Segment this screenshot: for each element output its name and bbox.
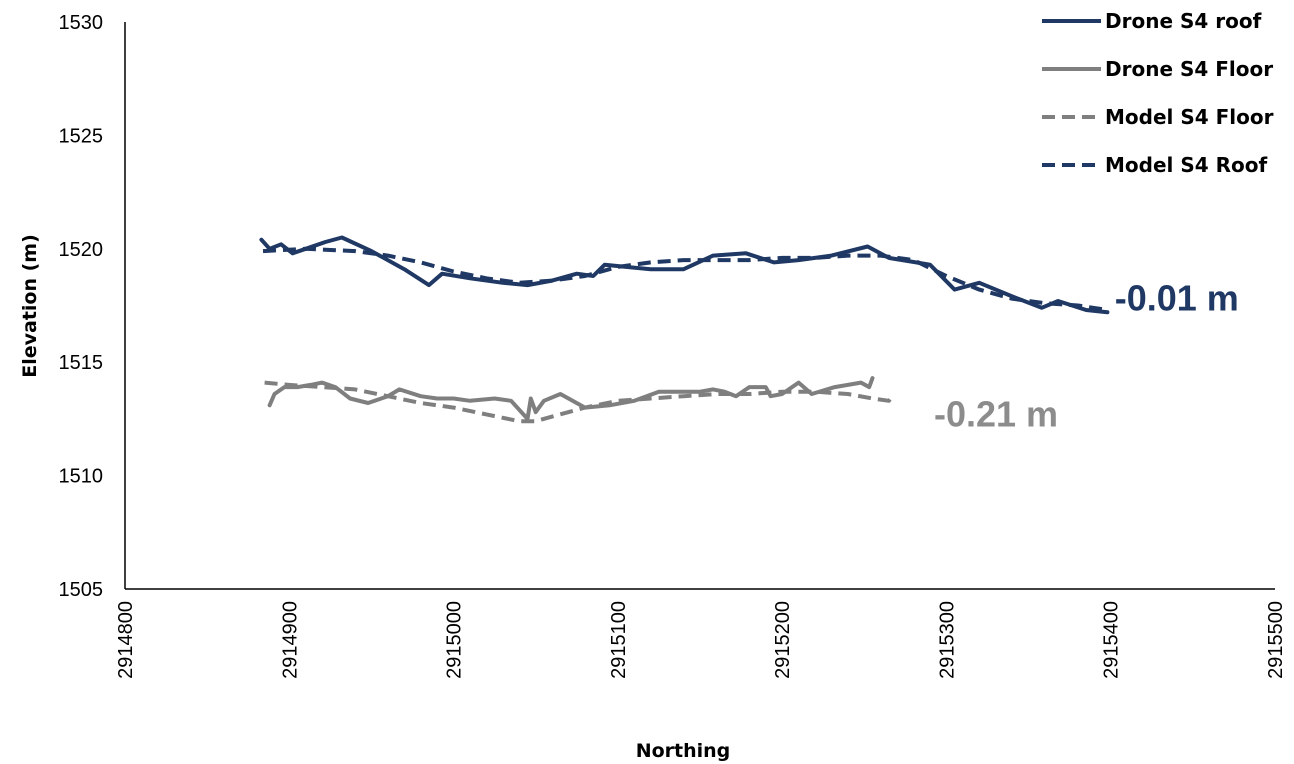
x-tick-label: 2915200 — [772, 601, 794, 679]
x-tick-label: 2915400 — [1101, 601, 1123, 679]
x-tick-label: 2915100 — [608, 601, 630, 679]
legend-label: Model S4 Floor — [1105, 105, 1274, 129]
y-tick-label: 1510 — [59, 466, 104, 488]
x-tick-label: 2914900 — [279, 601, 301, 679]
annotations: -0.01 m -0.21 m — [934, 278, 1239, 435]
y-tick-labels: 1505 1510 1515 1520 1525 1530 — [59, 12, 104, 601]
legend-label: Drone S4 roof — [1105, 9, 1262, 33]
plot-lines — [259, 235, 1110, 424]
x-axis-title: Northing — [636, 740, 731, 762]
x-tick-label: 2915500 — [1265, 601, 1287, 679]
annotation-label: -0.21 m — [934, 393, 1058, 434]
series-line-drone-s4-roof — [259, 235, 1110, 315]
x-tick-label: 2914800 — [115, 601, 137, 679]
legend-label: Model S4 Roof — [1105, 153, 1268, 177]
series-line-model-s4-roof — [262, 246, 1108, 312]
x-tick-label: 2915300 — [936, 601, 958, 679]
y-tick-label: 1520 — [59, 239, 104, 261]
x-tick-label: 2915000 — [444, 601, 466, 679]
legend-label: Drone S4 Floor — [1105, 57, 1273, 81]
x-tick-labels: 2914800 2914900 2915000 2915100 2915200 29153… — [115, 601, 1287, 679]
legend: Drone S4 roof Drone S4 Floor Model S4 Floo… — [1042, 9, 1274, 177]
y-axis-title: Elevation (m) — [19, 234, 41, 378]
y-tick-label: 1505 — [59, 579, 104, 601]
y-tick-label: 1515 — [59, 352, 104, 374]
y-tick-label: 1525 — [59, 125, 104, 147]
annotation-label: -0.01 m — [1115, 278, 1239, 319]
y-tick-label: 1530 — [59, 12, 104, 34]
series-line-drone-s4-floor — [267, 376, 875, 421]
